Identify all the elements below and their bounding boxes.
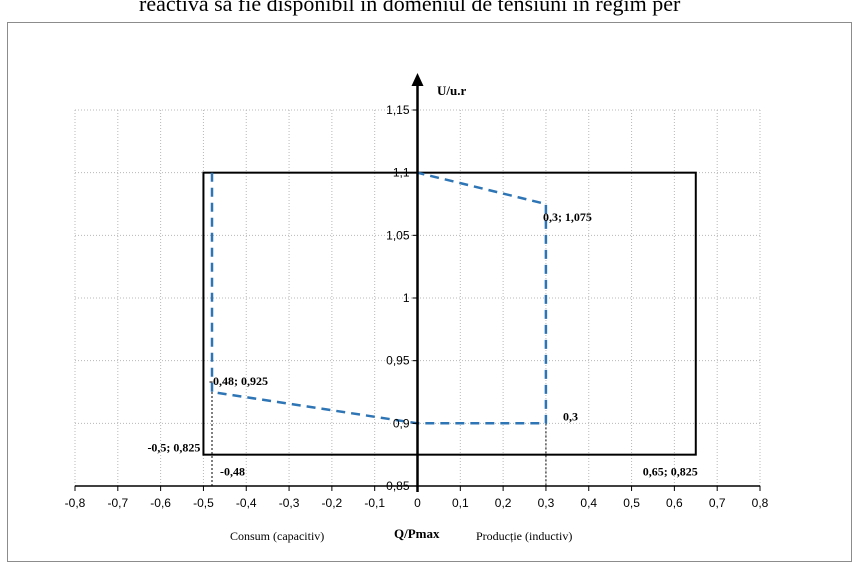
- x-tick-label: 0,3: [538, 496, 555, 510]
- y-tick-label: 1,1: [393, 166, 410, 180]
- x-axis-label: Q/Pmax: [394, 526, 440, 541]
- tick-labels: -0,8 -0,7 -0,6 -0,5 -0,4 -0,3 -0,2 -0,1 0 0,1 0,2 0…: [65, 103, 769, 510]
- y-axis-label: U/u.r: [437, 83, 466, 98]
- x-tick-label: 0,8: [752, 496, 769, 510]
- y-tick-label: 0,9: [393, 416, 410, 430]
- annotation-label: -0,48; 0,925: [209, 374, 268, 388]
- series-group: [210, 171, 548, 425]
- x-tick-label: -0,5: [193, 496, 214, 510]
- header-text: reactivă să fie disponibil în domeniul d…: [139, 0, 681, 16]
- x-tick-label: -0,4: [236, 496, 257, 510]
- annotation-label: 0,3; 1,075: [543, 210, 592, 224]
- x-tick-label: -0,2: [322, 496, 343, 510]
- y-tick-label: 1,05: [386, 228, 410, 242]
- dotted-guides: [211, 392, 547, 486]
- x-tick-label: -0,7: [107, 496, 128, 510]
- x-tick-label: -0,6: [150, 496, 171, 510]
- annotations: 0,3; 1,075 -0,48; 0,925 0,3 -0,5; 0,825 -0,4…: [147, 210, 697, 479]
- annotation-label: -0,5; 0,825: [147, 441, 200, 455]
- productie-note: Producție (inductiv): [476, 529, 572, 543]
- y-tick-label: 0,85: [386, 479, 410, 493]
- x-tick-label: 0,4: [580, 496, 597, 510]
- consum-note: Consum (capacitiv): [230, 529, 324, 543]
- series-line: [210, 171, 548, 425]
- x-tick-label: 0,2: [495, 496, 512, 510]
- x-tick-label: 0: [414, 496, 421, 510]
- y-axis-arrow-icon: [411, 73, 424, 86]
- x-tick-label: -0,8: [65, 496, 86, 510]
- envelope-rectangle-group: [202, 171, 697, 456]
- envelope-rectangle: [202, 171, 697, 456]
- axes: [74, 73, 761, 492]
- y-tick-label: 1,15: [386, 103, 410, 117]
- y-tick-label: 1: [403, 291, 410, 305]
- x-tick-label: -0,1: [364, 496, 385, 510]
- annotation-label: -0,48: [220, 465, 245, 479]
- annotation-label: 0,3: [563, 409, 578, 423]
- annotation-label: 0,65; 0,825: [643, 465, 698, 479]
- x-tick-label: -0,3: [279, 496, 300, 510]
- y-tick-label: 0,95: [386, 354, 410, 368]
- x-tick-label: 0,1: [452, 496, 469, 510]
- x-tick-label: 0,6: [666, 496, 683, 510]
- x-tick-label: 0,5: [623, 496, 640, 510]
- x-tick-label: 0,7: [709, 496, 726, 510]
